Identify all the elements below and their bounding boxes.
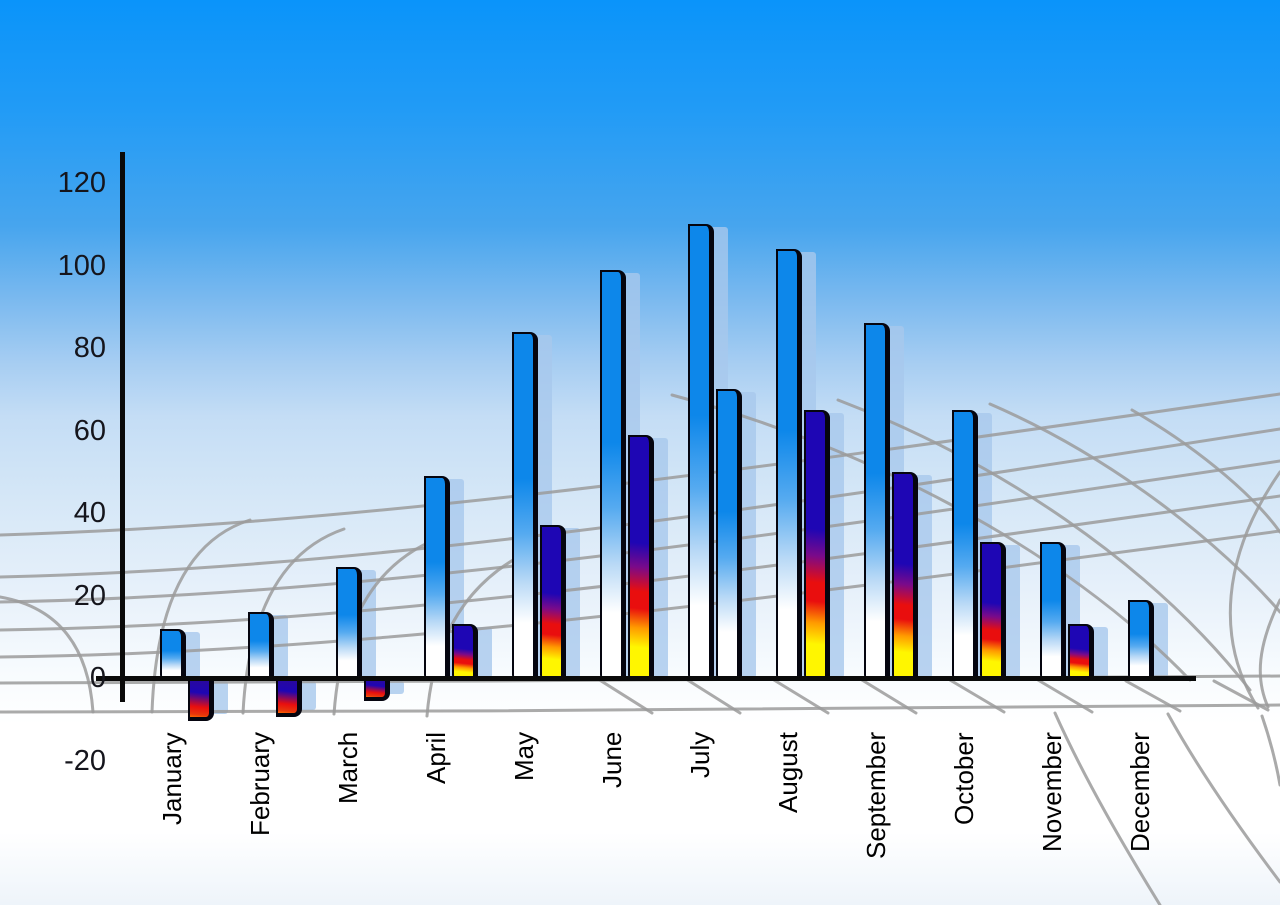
- x-axis-label-july: July: [685, 731, 715, 778]
- bar-march-series2: [364, 680, 390, 701]
- x-axis-line: [96, 676, 1196, 681]
- bar-october-series2: [980, 541, 1006, 678]
- y-axis-tick-label-120: 120: [57, 167, 106, 199]
- x-axis-label-april: April: [421, 731, 451, 784]
- x-axis-label-march: March: [333, 731, 363, 804]
- y-axis-tick-label-60: 60: [73, 414, 106, 447]
- y-axis-tick-label-100: 100: [57, 249, 106, 282]
- bar-july-series2: [716, 389, 742, 678]
- bar-september-series1: [864, 323, 890, 678]
- x-axis-label-september: September: [861, 731, 891, 859]
- grid-near-diagonals: [596, 677, 1270, 715]
- y-axis-tick-label-0: 0: [89, 662, 106, 694]
- y-axis-line: [120, 152, 125, 702]
- x-axis-label-august: August: [773, 732, 803, 813]
- bar-february-series1: [248, 612, 274, 678]
- x-axis-label-january: January: [157, 732, 187, 826]
- bar-december-series1: [1128, 599, 1154, 678]
- y-axis-tick-label-80: 80: [73, 332, 106, 364]
- bar-march-series1: [336, 566, 362, 678]
- bar-may-series1: [512, 331, 538, 678]
- bar-november-series2: [1068, 624, 1094, 678]
- x-axis-label-december: December: [1125, 732, 1155, 852]
- bar-august-series2: [804, 409, 830, 678]
- bar-january-series2: [188, 680, 214, 722]
- bar-october-series1: [952, 409, 978, 678]
- bar-february-series2: [276, 680, 302, 718]
- bar-may-series2: [540, 525, 566, 678]
- y-axis-tick-label-20: 20: [73, 579, 106, 612]
- bar-june-series1: [600, 269, 626, 678]
- bar-september-series2: [892, 471, 918, 678]
- bar-july-series1: [688, 224, 714, 678]
- y-axis-tick-label-40: 40: [73, 497, 106, 529]
- x-axis-label-february: February: [245, 731, 275, 836]
- bar-april-series1: [424, 475, 450, 678]
- x-axis-label-october: October: [949, 732, 979, 826]
- bar-august-series1: [776, 249, 802, 678]
- bar-november-series1: [1040, 541, 1066, 678]
- x-axis-label-may: May: [509, 731, 539, 781]
- y-axis-tick-label--20: -20: [64, 744, 106, 777]
- x-axis-label-june: June: [597, 731, 627, 788]
- bar-april-series2: [452, 624, 478, 678]
- bar-june-series2: [628, 434, 654, 678]
- grid-bottom-right-arcs: [1053, 711, 1280, 905]
- bar-january-series1: [160, 628, 186, 678]
- x-axis-label-november: November: [1037, 732, 1067, 852]
